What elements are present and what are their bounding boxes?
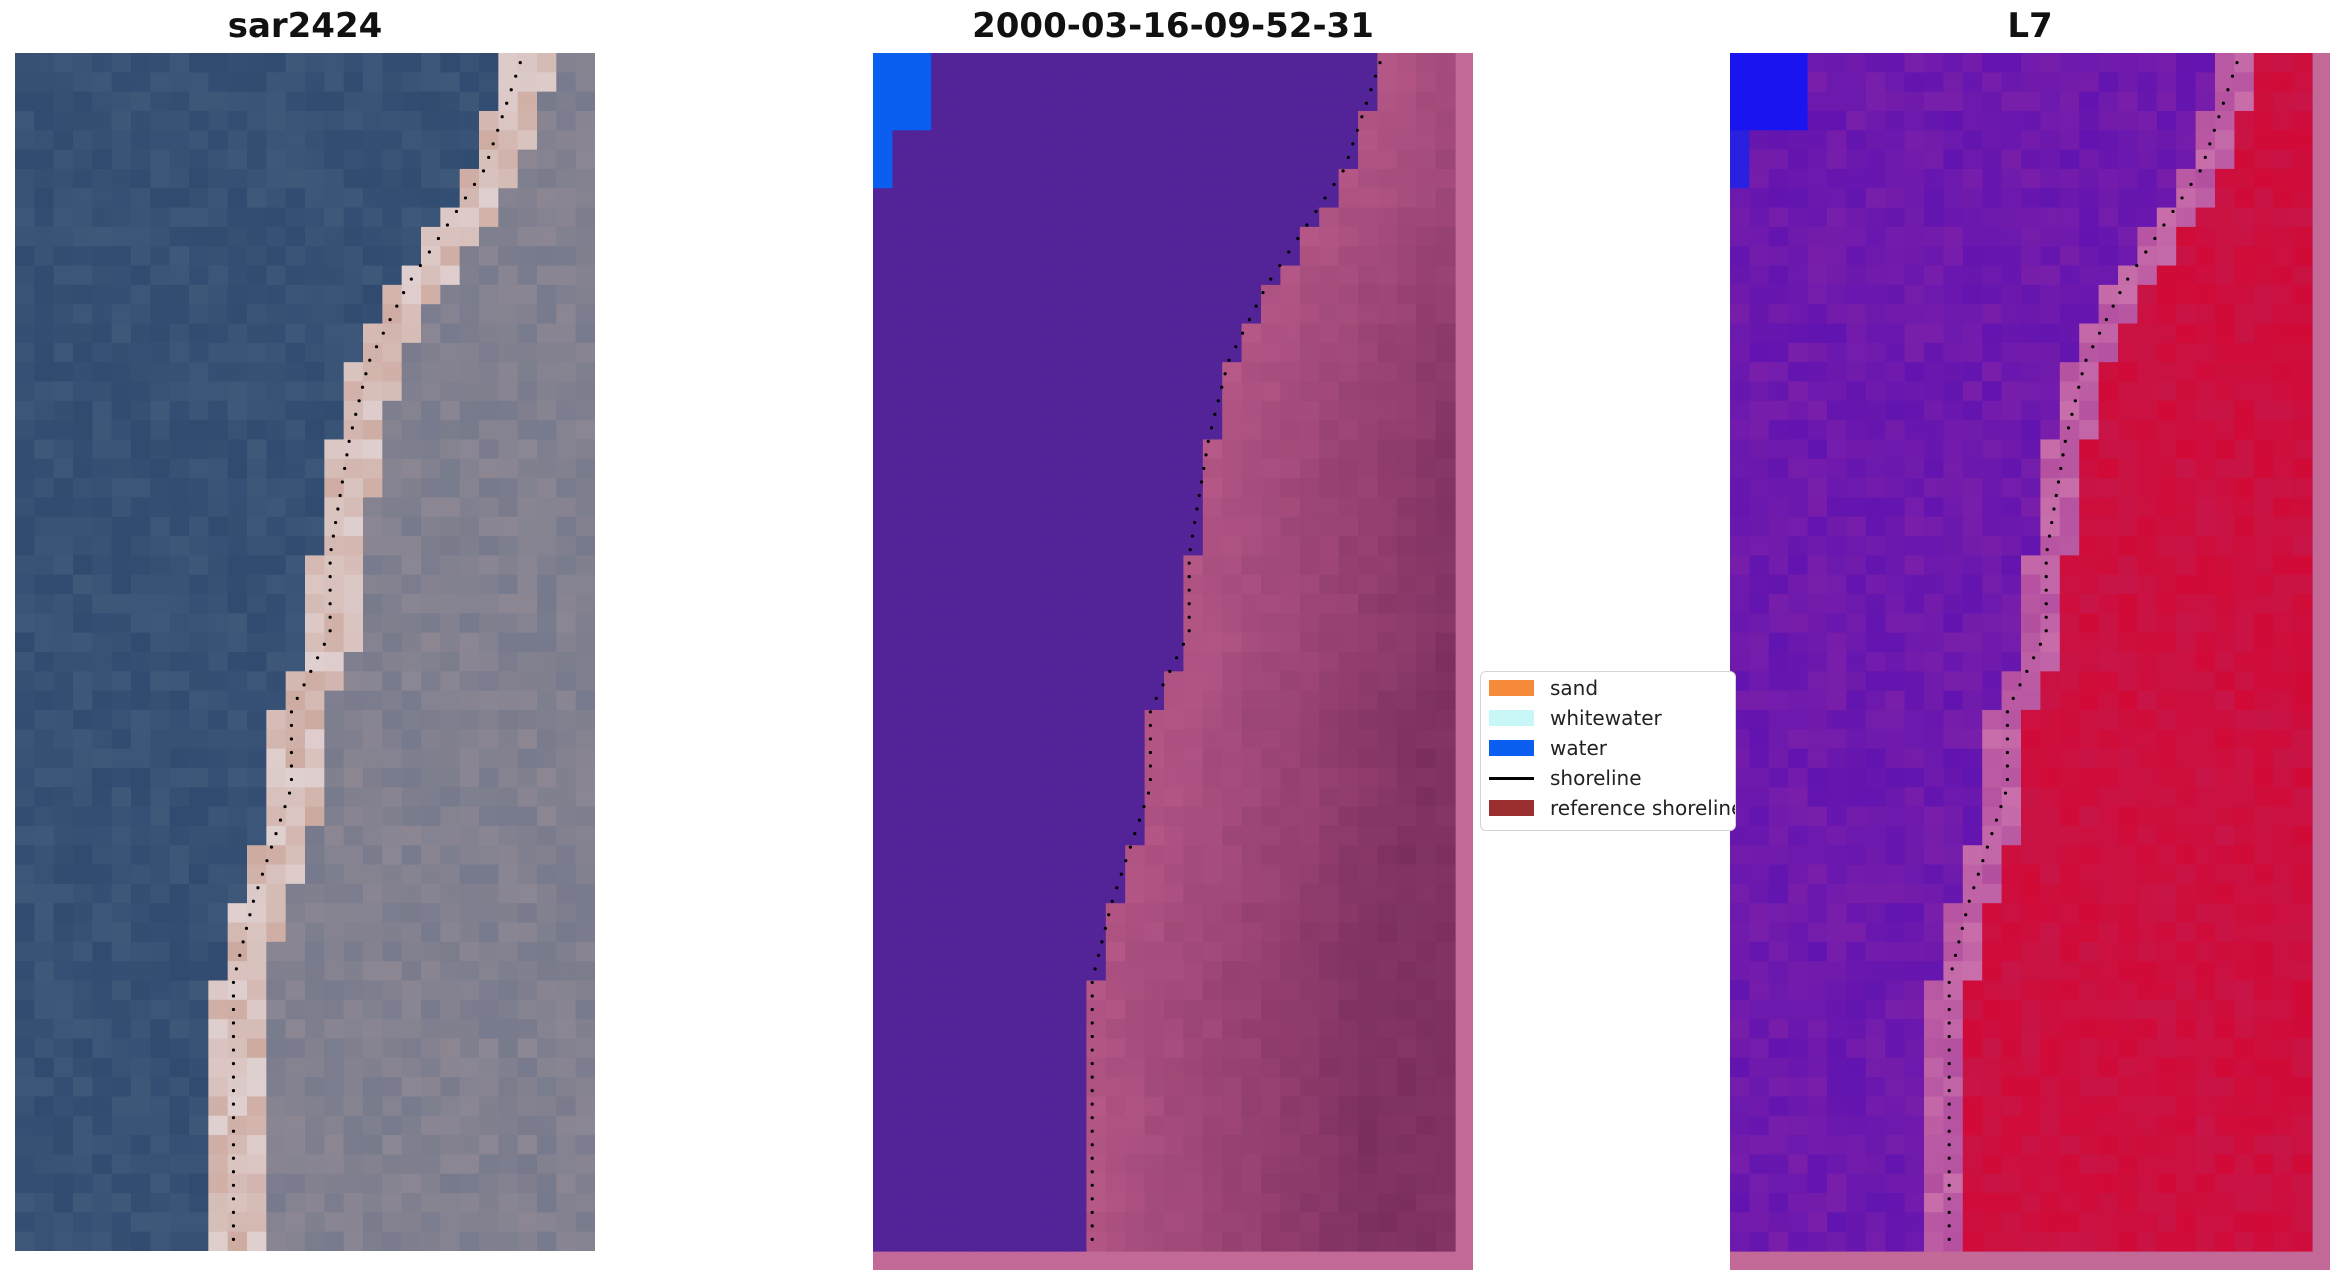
water-swatch-icon xyxy=(1489,740,1534,756)
panel-title-rgb: sar2424 xyxy=(227,6,383,46)
rgb-image-panel xyxy=(15,53,595,1251)
classified-image-panel xyxy=(873,53,1473,1270)
rgb-satellite-image xyxy=(15,53,595,1251)
reference-shoreline-swatch-icon xyxy=(1489,800,1534,816)
legend-item-whitewater: whitewater xyxy=(1489,704,1662,732)
legend: sand whitewater water shoreline referenc… xyxy=(1480,671,1736,831)
panel-title-index: L7 xyxy=(2007,6,2053,46)
classified-image xyxy=(873,53,1456,1252)
legend-item-sand: sand xyxy=(1489,674,1598,702)
legend-item-reference-shoreline: reference shoreline xyxy=(1489,794,1735,822)
sand-swatch-icon xyxy=(1489,680,1534,696)
shoreline-line-icon xyxy=(1489,776,1534,780)
legend-item-water: water xyxy=(1489,734,1607,762)
index-image-panel xyxy=(1730,53,2330,1270)
panel-title-classified: 2000-03-16-09-52-31 xyxy=(972,6,1374,46)
whitewater-swatch-icon xyxy=(1489,710,1534,726)
legend-item-shoreline: shoreline xyxy=(1489,764,1642,792)
index-image xyxy=(1730,53,2313,1252)
